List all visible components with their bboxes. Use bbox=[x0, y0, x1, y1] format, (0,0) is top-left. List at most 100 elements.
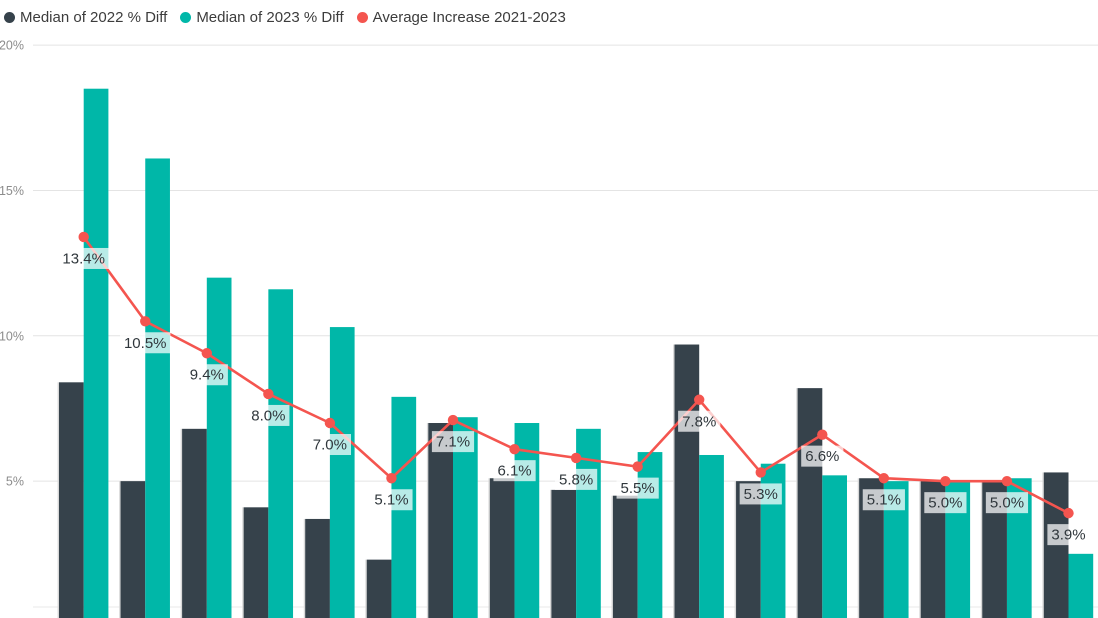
bar-separator-line bbox=[488, 478, 490, 618]
data-label: 5.5% bbox=[616, 477, 659, 499]
legend: Median of 2022 % Diff Median of 2023 % D… bbox=[4, 10, 566, 25]
data-label-bg bbox=[120, 332, 171, 354]
line-point-average-increase[interactable] bbox=[509, 443, 520, 455]
data-label-bg bbox=[616, 477, 659, 499]
data-label-text: 5.0% bbox=[990, 495, 1024, 512]
bar-median-2022[interactable] bbox=[243, 507, 269, 618]
legend-item-median-2022[interactable]: Median of 2022 % Diff bbox=[4, 10, 167, 25]
bar-median-2023[interactable] bbox=[822, 475, 847, 618]
data-label: 3.9% bbox=[1047, 524, 1090, 546]
bar-median-2022[interactable] bbox=[59, 382, 84, 618]
bar-separator-line bbox=[919, 481, 921, 618]
data-label-bg bbox=[1047, 524, 1090, 546]
data-label: 6.6% bbox=[801, 445, 844, 467]
bar-median-2022[interactable] bbox=[797, 388, 823, 618]
data-label-text: 9.4% bbox=[190, 367, 224, 384]
bar-median-2022[interactable] bbox=[674, 344, 700, 618]
bar-median-2022[interactable] bbox=[428, 423, 453, 618]
bar-median-2022[interactable] bbox=[612, 495, 638, 618]
line-point-average-increase[interactable] bbox=[755, 467, 766, 478]
data-label: 5.8% bbox=[555, 468, 598, 490]
data-label-text: 5.3% bbox=[744, 486, 778, 503]
bar-median-2022[interactable] bbox=[1043, 472, 1069, 618]
data-label: 7.1% bbox=[431, 431, 475, 453]
y-axis-tick-label: 20% bbox=[0, 39, 24, 53]
line-point-average-increase[interactable] bbox=[447, 414, 459, 426]
y-axis-tick-label: 15% bbox=[0, 184, 24, 198]
line-point-average-increase[interactable] bbox=[632, 461, 643, 472]
data-label: 5.1% bbox=[862, 489, 905, 511]
data-label-text: 5.0% bbox=[928, 495, 962, 512]
bar-median-2023[interactable] bbox=[83, 88, 109, 618]
line-point-average-increase[interactable] bbox=[940, 475, 951, 487]
data-label: 10.5% bbox=[120, 332, 171, 354]
data-label-text: 5.1% bbox=[374, 492, 408, 509]
line-point-average-increase[interactable] bbox=[1063, 507, 1074, 519]
bar-median-2023[interactable] bbox=[206, 277, 232, 618]
bar-median-2022[interactable] bbox=[182, 428, 207, 618]
data-label-bg bbox=[985, 492, 1029, 514]
bar-separator-line bbox=[365, 559, 367, 618]
data-label-bg bbox=[678, 410, 721, 432]
data-label: 9.4% bbox=[185, 364, 228, 386]
bar-separator-line bbox=[242, 507, 244, 618]
data-label: 7.0% bbox=[308, 434, 351, 456]
bar-separator-line bbox=[673, 344, 675, 618]
bar-median-2022[interactable] bbox=[366, 559, 392, 618]
bar-median-2023[interactable] bbox=[329, 327, 355, 618]
data-label-bg bbox=[801, 445, 844, 467]
bar-separator-line bbox=[857, 478, 860, 618]
line-point-average-increase[interactable] bbox=[817, 429, 828, 440]
bar-median-2022[interactable] bbox=[305, 518, 330, 618]
data-label: 8.0% bbox=[247, 404, 290, 426]
y-axis-tick-label: 5% bbox=[6, 475, 24, 489]
bar-median-2023[interactable] bbox=[514, 423, 540, 618]
bar-separator-line bbox=[57, 382, 59, 618]
data-label-bg bbox=[370, 489, 413, 511]
data-label-text: 7.0% bbox=[313, 437, 347, 454]
data-label: 7.8% bbox=[678, 410, 721, 432]
data-label: 5.3% bbox=[739, 483, 782, 505]
data-label: 5.0% bbox=[924, 492, 967, 514]
bar-median-2023[interactable] bbox=[699, 454, 724, 618]
bar-median-2023[interactable] bbox=[1068, 553, 1094, 618]
data-label-bg bbox=[308, 434, 351, 456]
line-point-average-increase[interactable] bbox=[878, 473, 890, 484]
line-point-average-increase[interactable] bbox=[201, 348, 212, 359]
data-label-bg bbox=[58, 247, 109, 269]
data-label-bg bbox=[739, 483, 782, 505]
line-point-average-increase[interactable] bbox=[78, 231, 89, 243]
legend-item-median-2023[interactable]: Median of 2023 % Diff bbox=[180, 10, 344, 25]
line-point-average-increase[interactable] bbox=[263, 388, 274, 400]
data-label-bg bbox=[924, 492, 967, 514]
bar-median-2022[interactable] bbox=[551, 489, 577, 618]
data-label-text: 6.1% bbox=[497, 463, 531, 480]
legend-item-average-increase[interactable]: Average Increase 2021-2023 bbox=[356, 9, 566, 26]
line-point-average-increase[interactable] bbox=[140, 316, 151, 327]
bar-separator-line bbox=[180, 428, 183, 618]
line-point-average-increase[interactable] bbox=[386, 473, 397, 484]
legend-dot-icon bbox=[4, 12, 15, 23]
line-point-average-increase[interactable] bbox=[1001, 475, 1013, 487]
data-label-bg bbox=[431, 431, 475, 453]
bar-median-2023[interactable] bbox=[637, 452, 663, 618]
data-label: 5.1% bbox=[370, 489, 413, 511]
bar-separator-line bbox=[1042, 472, 1044, 618]
y-axis-tick-label: 10% bbox=[0, 329, 24, 343]
bar-separator-line bbox=[796, 388, 798, 618]
line-point-average-increase[interactable] bbox=[694, 394, 705, 405]
data-label-text: 5.5% bbox=[621, 480, 655, 497]
bar-separator-line bbox=[734, 481, 737, 618]
bar-median-2022[interactable] bbox=[489, 478, 515, 618]
line-point-average-increase[interactable] bbox=[570, 452, 582, 464]
bar-median-2023[interactable] bbox=[268, 289, 294, 618]
legend-item-label: Average Increase 2021-2023 bbox=[372, 9, 566, 26]
bar-median-2022[interactable] bbox=[120, 481, 146, 618]
data-label-text: 7.1% bbox=[436, 434, 470, 451]
data-label-bg bbox=[185, 364, 228, 386]
bar-median-2023[interactable] bbox=[145, 158, 170, 618]
data-label-text: 8.0% bbox=[251, 407, 285, 424]
bar-separator-line bbox=[303, 518, 306, 618]
line-point-average-increase[interactable] bbox=[324, 417, 336, 429]
